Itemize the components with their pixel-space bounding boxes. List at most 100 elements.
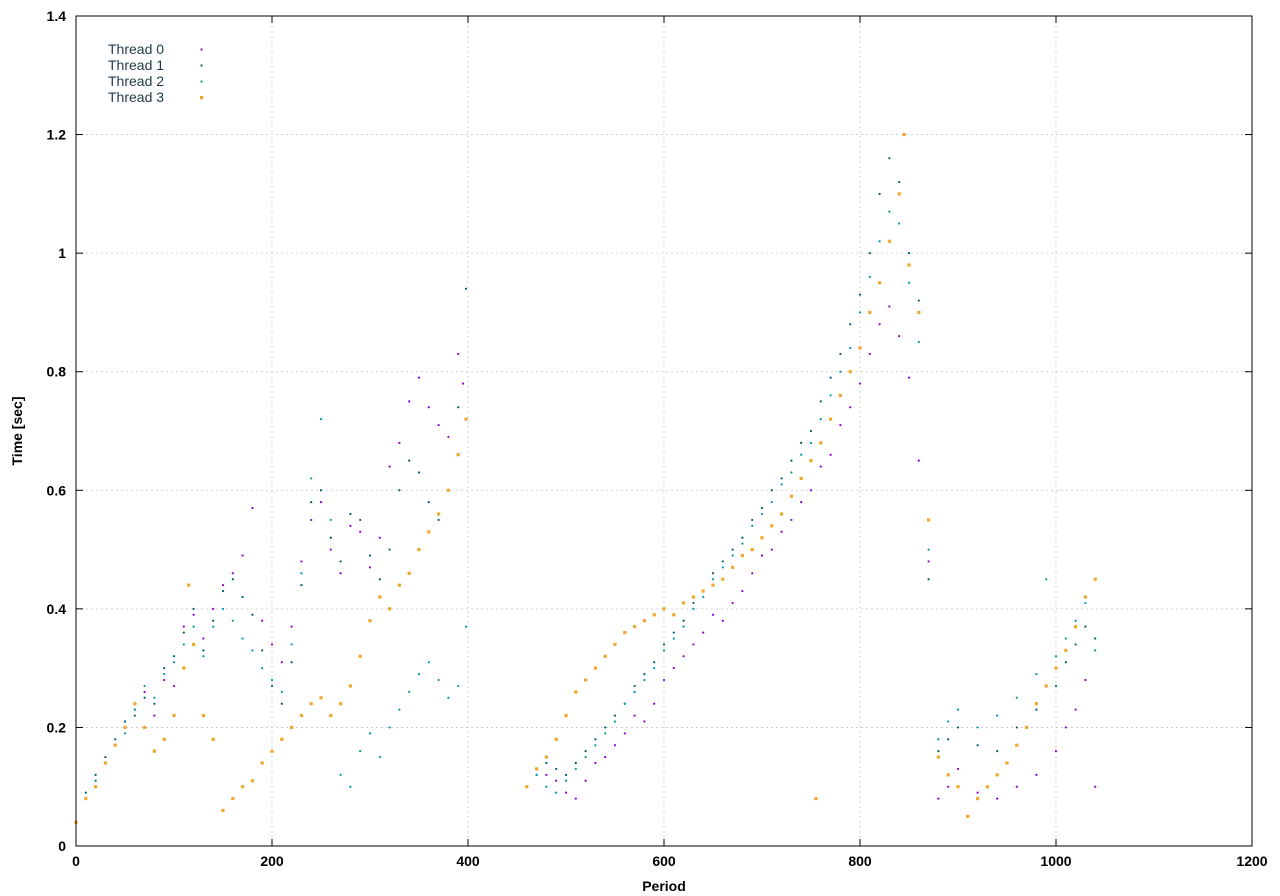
y-tick-label: 1 xyxy=(58,245,66,261)
data-point xyxy=(457,684,460,688)
data-point xyxy=(613,744,617,747)
data-point xyxy=(1074,708,1077,711)
data-point xyxy=(525,785,529,789)
data-point xyxy=(221,589,225,593)
data-point xyxy=(310,477,313,480)
data-point xyxy=(662,607,666,611)
data-point xyxy=(702,595,705,599)
data-point xyxy=(692,601,695,605)
x-tick-label: 200 xyxy=(260,853,284,869)
data-point xyxy=(976,791,979,794)
data-point xyxy=(221,808,225,813)
plot-frame xyxy=(75,15,1253,847)
data-point xyxy=(652,613,656,617)
data-point xyxy=(996,750,999,753)
data-point xyxy=(408,690,411,693)
data-point xyxy=(603,654,607,658)
data-point xyxy=(574,690,578,694)
data-point xyxy=(310,501,313,504)
y-tick-label: 0.4 xyxy=(47,601,67,617)
data-point xyxy=(417,471,421,474)
data-point xyxy=(633,714,636,717)
data-point xyxy=(976,744,979,747)
data-point xyxy=(741,536,744,539)
data-point xyxy=(329,548,332,551)
data-point xyxy=(741,589,744,593)
data-point xyxy=(407,571,411,575)
data-point xyxy=(829,376,832,379)
data-point xyxy=(358,654,362,658)
data-point xyxy=(760,554,764,557)
data-point xyxy=(858,346,862,350)
data-point xyxy=(731,548,734,551)
data-point xyxy=(996,714,999,717)
data-point xyxy=(711,578,715,581)
data-point xyxy=(290,643,293,646)
data-point xyxy=(956,785,960,789)
data-point xyxy=(464,287,468,290)
data-point xyxy=(241,637,244,640)
data-point xyxy=(162,737,166,741)
data-point xyxy=(564,791,568,794)
data-point xyxy=(564,779,568,782)
data-point xyxy=(192,642,196,647)
data-point xyxy=(368,732,372,735)
data-point xyxy=(1094,785,1097,788)
data-point xyxy=(1083,595,1087,599)
data-point xyxy=(260,761,264,765)
data-point xyxy=(780,483,783,486)
data-point xyxy=(133,702,137,706)
data-point xyxy=(1054,750,1058,753)
data-point xyxy=(1084,625,1087,628)
data-point xyxy=(849,346,852,350)
data-point xyxy=(878,240,881,243)
data-point xyxy=(1005,761,1009,765)
data-point xyxy=(310,518,313,522)
data-point xyxy=(339,560,342,563)
data-point xyxy=(711,572,715,575)
data-points xyxy=(74,132,1097,824)
data-point xyxy=(464,417,468,421)
data-point xyxy=(212,625,215,628)
data-point xyxy=(221,607,225,610)
data-point xyxy=(956,708,960,711)
data-point xyxy=(800,453,803,456)
series-0 xyxy=(74,305,1097,824)
data-point xyxy=(790,518,793,522)
data-point xyxy=(927,518,931,522)
data-point xyxy=(829,453,832,456)
data-point xyxy=(839,370,842,373)
data-point xyxy=(123,725,127,730)
data-point xyxy=(133,708,136,711)
data-point xyxy=(1074,643,1077,646)
data-point xyxy=(829,394,832,397)
data-point xyxy=(819,465,822,468)
data-point xyxy=(947,720,950,723)
data-point xyxy=(819,400,822,403)
data-point xyxy=(692,643,695,646)
data-point xyxy=(163,672,166,676)
x-tick-label: 1200 xyxy=(1236,853,1267,869)
data-point xyxy=(780,530,783,533)
data-point xyxy=(290,625,293,628)
data-point xyxy=(731,601,734,605)
data-point xyxy=(672,613,676,617)
data-point xyxy=(751,524,754,527)
data-point xyxy=(339,702,343,706)
data-point xyxy=(535,773,538,776)
data-point xyxy=(642,619,646,623)
data-point xyxy=(741,542,744,545)
data-point xyxy=(584,755,587,759)
data-point xyxy=(907,281,911,284)
series-3 xyxy=(74,132,1097,824)
data-point xyxy=(927,578,930,581)
data-point xyxy=(839,352,842,356)
data-point xyxy=(770,524,774,528)
data-point xyxy=(858,293,862,296)
data-point xyxy=(349,785,352,788)
legend-label: Thread 0 xyxy=(108,41,164,57)
data-point xyxy=(653,661,656,664)
data-point xyxy=(270,678,274,682)
